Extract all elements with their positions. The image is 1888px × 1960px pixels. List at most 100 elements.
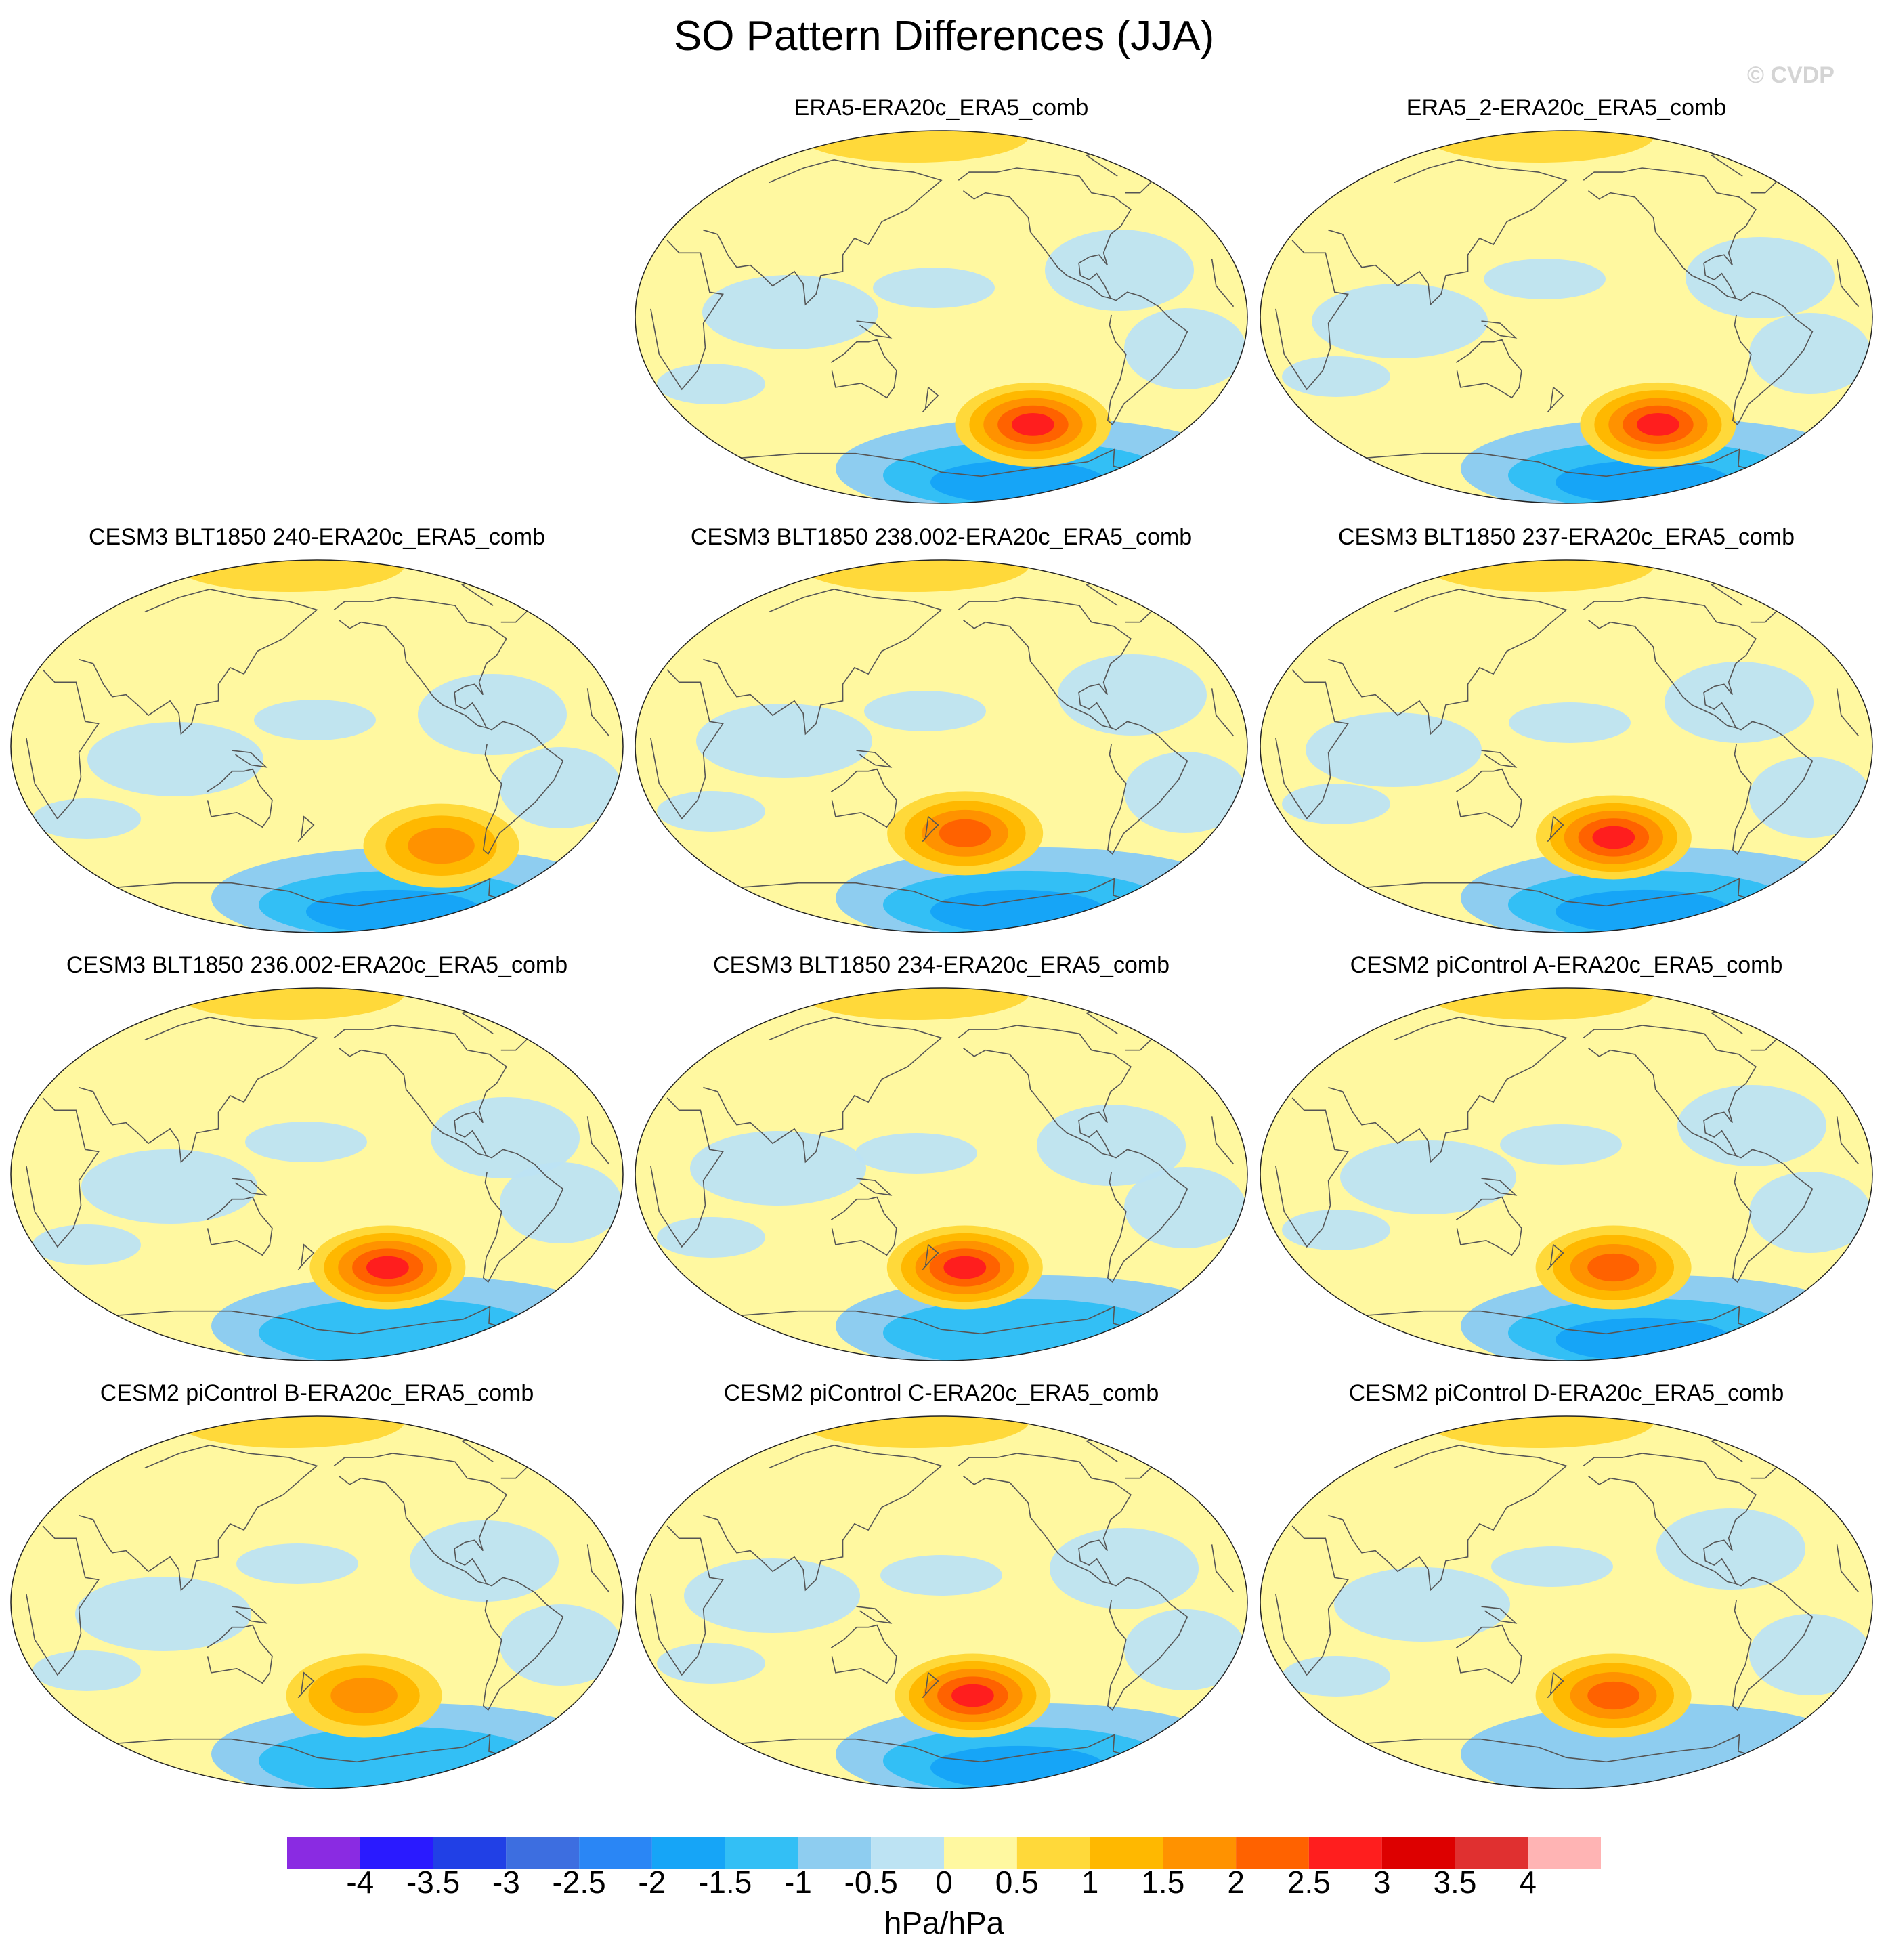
- coastline: [1211, 1544, 1235, 1593]
- colorbar-box: [798, 1837, 872, 1869]
- coastline: [297, 815, 315, 843]
- negative-patch: [500, 1604, 622, 1686]
- colorbar-box: [1090, 1837, 1163, 1869]
- coastline: [316, 878, 519, 907]
- coastline: [206, 1196, 273, 1256]
- colorbar-units: hPa/hPa: [884, 1905, 1004, 1940]
- map-panel: CESM3 BLT1850 238.002-ERA20c_ERA5_comb: [630, 524, 1253, 944]
- negative-patch: [1500, 1124, 1622, 1165]
- map-outline: [10, 559, 624, 933]
- arctic-positive: [799, 1416, 1029, 1448]
- arctic-positive: [1424, 1416, 1654, 1448]
- map-outline: [635, 1415, 1248, 1789]
- negative-patch: [873, 268, 995, 308]
- panel-title: CESM3 BLT1850 234-ERA20c_ERA5_comb: [712, 952, 1170, 978]
- negative-patch: [702, 275, 878, 349]
- high-center-contour: [1012, 412, 1054, 436]
- coastline: [1328, 1444, 1568, 1592]
- colorbar-box: [1455, 1837, 1528, 1869]
- coastline: [316, 1734, 519, 1763]
- coastline: [333, 1453, 507, 1585]
- coastline: [856, 1606, 893, 1624]
- coastline: [856, 1178, 893, 1196]
- coastline: [1107, 1577, 1188, 1711]
- coastline: [703, 1016, 943, 1164]
- high-center-contour: [1587, 1253, 1639, 1282]
- map-plot: [635, 1415, 1248, 1789]
- coastline: [1107, 1149, 1188, 1283]
- coastline: [1481, 750, 1518, 768]
- coastline: [333, 597, 507, 729]
- coastline: [650, 1097, 724, 1248]
- negative-patch: [33, 1650, 141, 1691]
- coastline: [1836, 259, 1860, 307]
- coastline: [1328, 1016, 1568, 1164]
- negative-patch: [657, 364, 765, 404]
- coastline: [26, 1525, 100, 1676]
- map-panel: CESM2 piControl B-ERA20c_ERA5_comb: [5, 1380, 628, 1800]
- negative-patch: [1124, 1609, 1246, 1690]
- panel-title: ERA5-ERA20c_ERA5_comb: [794, 95, 1089, 121]
- negative-patch: [1124, 752, 1246, 833]
- coastline: [1583, 167, 1757, 299]
- coastline: [1481, 1178, 1518, 1196]
- colorbar-box: [725, 1837, 798, 1869]
- coastline: [1836, 1116, 1860, 1165]
- coastline: [1107, 721, 1188, 855]
- colorbar-tick-label: 3.5: [1433, 1865, 1477, 1900]
- arctic-positive: [175, 988, 405, 1020]
- coastline: [1107, 291, 1188, 426]
- cvdp-watermark: © CVDP: [1747, 62, 1835, 88]
- coastline: [1455, 1196, 1522, 1256]
- high-center-contour: [366, 1256, 409, 1279]
- coastline: [703, 158, 943, 306]
- coastline: [703, 1444, 943, 1592]
- negative-patch: [880, 1555, 1002, 1596]
- map-outline: [10, 987, 624, 1361]
- colorbar-box: [944, 1837, 1017, 1869]
- negative-patch: [1749, 1614, 1871, 1695]
- colorbar: [287, 1837, 1601, 1869]
- coastline: [941, 878, 1143, 907]
- colorbar-tick-label: 4: [1519, 1865, 1537, 1900]
- map-panel: ERA5_2-ERA20c_ERA5_comb: [1255, 95, 1878, 515]
- coastline: [922, 1243, 939, 1271]
- colorbar-box: [1308, 1837, 1382, 1869]
- negative-patch: [1306, 712, 1482, 787]
- map-plot: [635, 130, 1248, 504]
- negative-patch: [33, 798, 141, 839]
- coastline: [1566, 1306, 1768, 1335]
- colorbar-box: [871, 1837, 944, 1869]
- coastline: [650, 669, 724, 820]
- coastline: [1732, 1577, 1814, 1711]
- negative-patch: [87, 722, 263, 796]
- high-center-contour: [1592, 826, 1635, 849]
- negative-patch: [1050, 1528, 1199, 1609]
- map-plot: [1260, 130, 1873, 504]
- coastline: [958, 1025, 1132, 1157]
- map-panel: CESM2 piControl A-ERA20c_ERA5_comb: [1255, 952, 1878, 1372]
- coastline: [232, 1178, 268, 1196]
- panel-title: CESM3 BLT1850 237-ERA20c_ERA5_comb: [1337, 524, 1795, 550]
- negative-patch: [418, 674, 567, 755]
- negative-patch: [1124, 308, 1246, 389]
- coastline: [1328, 158, 1568, 306]
- negative-patch: [657, 791, 765, 832]
- panel-title: CESM2 piControl D-ERA20c_ERA5_comb: [1348, 1380, 1784, 1406]
- high-center-contour: [1587, 1681, 1639, 1710]
- negative-patch: [657, 1217, 765, 1258]
- coastline: [1732, 291, 1814, 426]
- colorbar-tick-label: -3: [492, 1865, 520, 1900]
- coastline: [830, 1624, 897, 1684]
- colorbar-box: [651, 1837, 725, 1869]
- coastline: [1732, 721, 1814, 855]
- coastline: [830, 1196, 897, 1256]
- low-band-core: [258, 1726, 543, 1789]
- arctic-positive: [1424, 560, 1654, 592]
- colorbar-tick-label: -2.5: [552, 1865, 606, 1900]
- colorbar-box: [1163, 1837, 1237, 1869]
- coastline: [1547, 386, 1564, 413]
- negative-patch: [1749, 313, 1871, 394]
- coastline: [482, 1149, 564, 1283]
- negative-patch: [1491, 1546, 1613, 1587]
